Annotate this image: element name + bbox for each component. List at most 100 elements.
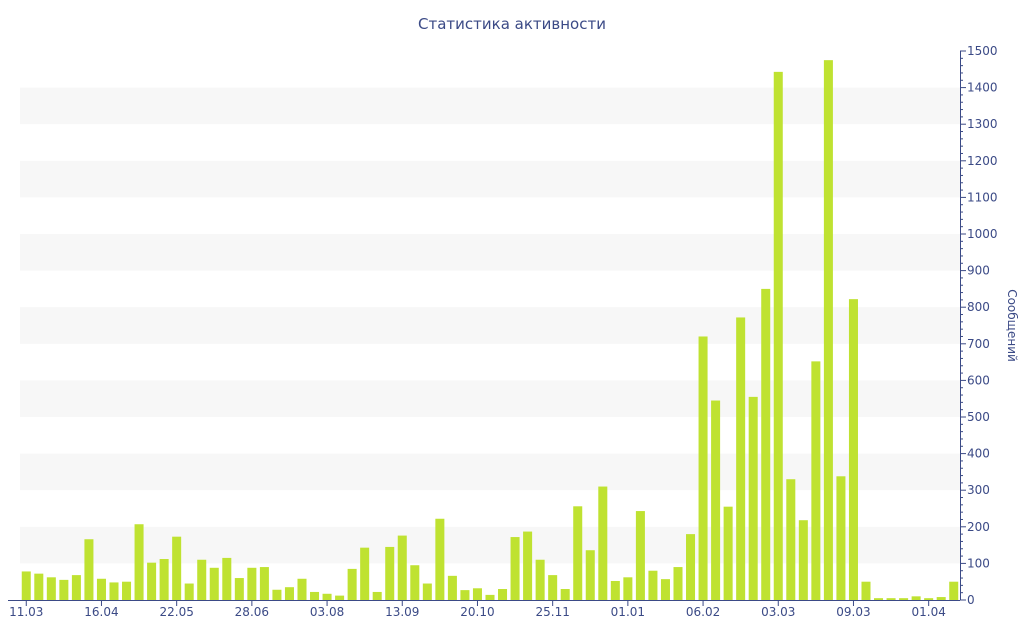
bar: [109, 582, 119, 600]
bar: [222, 557, 232, 600]
bar: [472, 588, 482, 600]
bar: [184, 583, 194, 600]
bar: [761, 288, 771, 600]
bar: [748, 396, 758, 600]
bar: [773, 71, 783, 601]
bar: [460, 590, 470, 600]
x-tick-label: 03.08: [310, 605, 344, 619]
bar: [886, 598, 896, 600]
bar: [936, 597, 946, 600]
bar: [698, 336, 708, 600]
y-tick-label: 500: [967, 410, 990, 424]
y-tick-label: 600: [967, 373, 990, 387]
bar: [360, 547, 370, 600]
x-tick-label: 06.02: [686, 605, 720, 619]
bar: [84, 539, 94, 600]
x-tick-label: 13.09: [385, 605, 419, 619]
y-tick-label: 900: [967, 264, 990, 278]
bar: [284, 587, 294, 600]
bar: [610, 580, 620, 600]
x-tick-label: 09.03: [836, 605, 870, 619]
grid-band: [20, 380, 960, 417]
bar: [272, 589, 282, 600]
y-tick-label: 800: [967, 300, 990, 314]
bar: [635, 511, 645, 600]
bar: [798, 520, 808, 600]
bar: [46, 577, 56, 600]
bar: [59, 579, 69, 600]
bar: [535, 559, 545, 600]
y-tick-label: 1100: [967, 190, 998, 204]
bar: [548, 575, 558, 600]
x-tick-label: 03.03: [761, 605, 795, 619]
bar: [911, 596, 921, 600]
bar: [422, 583, 432, 600]
y-tick-label: 1000: [967, 227, 998, 241]
y-tick-label: 1500: [967, 44, 998, 58]
bar: [573, 506, 583, 600]
bar: [686, 534, 696, 600]
bar: [134, 524, 144, 600]
bar: [660, 579, 670, 600]
bar: [861, 581, 871, 600]
bar: [335, 595, 345, 600]
bar: [874, 598, 884, 600]
bar: [836, 476, 846, 600]
bar: [247, 567, 257, 600]
bar: [510, 537, 520, 600]
bar: [234, 578, 244, 600]
x-tick-label: 01.01: [611, 605, 645, 619]
x-tick-label: 16.04: [84, 605, 118, 619]
bar: [560, 589, 570, 600]
bar: [322, 593, 332, 600]
bar: [723, 506, 733, 600]
bar: [823, 60, 833, 600]
bar: [297, 578, 307, 600]
bar: [585, 550, 595, 600]
bar: [397, 535, 407, 600]
y-tick-label: 400: [967, 447, 990, 461]
y-tick-label: 200: [967, 520, 990, 534]
grid-band: [20, 234, 960, 271]
bar: [209, 567, 219, 600]
bar: [122, 581, 132, 600]
bar: [385, 546, 395, 600]
y-tick-label: 0: [967, 593, 975, 607]
y-tick-label: 100: [967, 556, 990, 570]
bar: [811, 361, 821, 600]
bar: [598, 486, 608, 600]
bar: [147, 562, 157, 600]
y-tick-label: 1300: [967, 117, 998, 131]
bar: [786, 479, 796, 600]
bar: [899, 598, 909, 600]
bar: [410, 565, 420, 600]
bar: [435, 518, 445, 600]
bar: [949, 581, 959, 600]
y-tick-label: 1200: [967, 154, 998, 168]
grid-band: [20, 307, 960, 344]
y-tick-label: 700: [967, 337, 990, 351]
x-tick-label: 22.05: [159, 605, 193, 619]
bar: [648, 570, 658, 600]
bar: [172, 536, 182, 600]
bar: [71, 575, 81, 600]
bar: [310, 591, 320, 600]
y-axis-title: Сообщений: [1005, 289, 1019, 362]
bar: [485, 594, 495, 600]
x-tick-label: 25.11: [535, 605, 569, 619]
grid-band: [20, 160, 960, 198]
bar: [197, 559, 207, 600]
chart-title: Статистика активности: [418, 15, 606, 33]
bar: [673, 567, 683, 600]
bar: [34, 573, 44, 600]
bar: [736, 317, 746, 600]
bar: [447, 575, 457, 600]
bar: [259, 567, 269, 600]
bar: [372, 591, 382, 600]
bar: [21, 571, 31, 600]
y-tick-label: 1400: [967, 81, 998, 95]
bar: [924, 598, 934, 600]
grid-band: [20, 87, 960, 125]
